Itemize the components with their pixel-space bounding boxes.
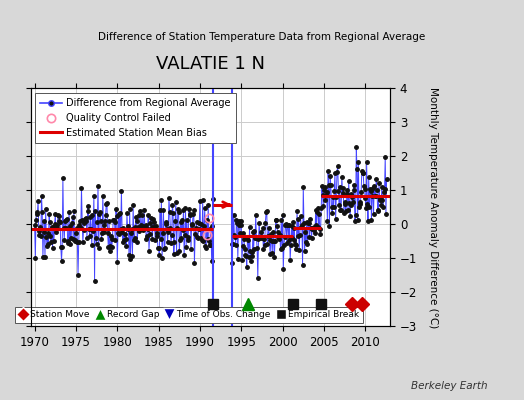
Legend: Station Move, Record Gap, Time of Obs. Change, Empirical Break: Station Move, Record Gap, Time of Obs. C… [15, 307, 363, 323]
Text: Berkeley Earth: Berkeley Earth [411, 381, 487, 391]
Text: Difference of Station Temperature Data from Regional Average: Difference of Station Temperature Data f… [99, 32, 425, 42]
Y-axis label: Monthly Temperature Anomaly Difference (°C): Monthly Temperature Anomaly Difference (… [428, 87, 438, 328]
Title: VALATIE 1 N: VALATIE 1 N [156, 55, 265, 73]
